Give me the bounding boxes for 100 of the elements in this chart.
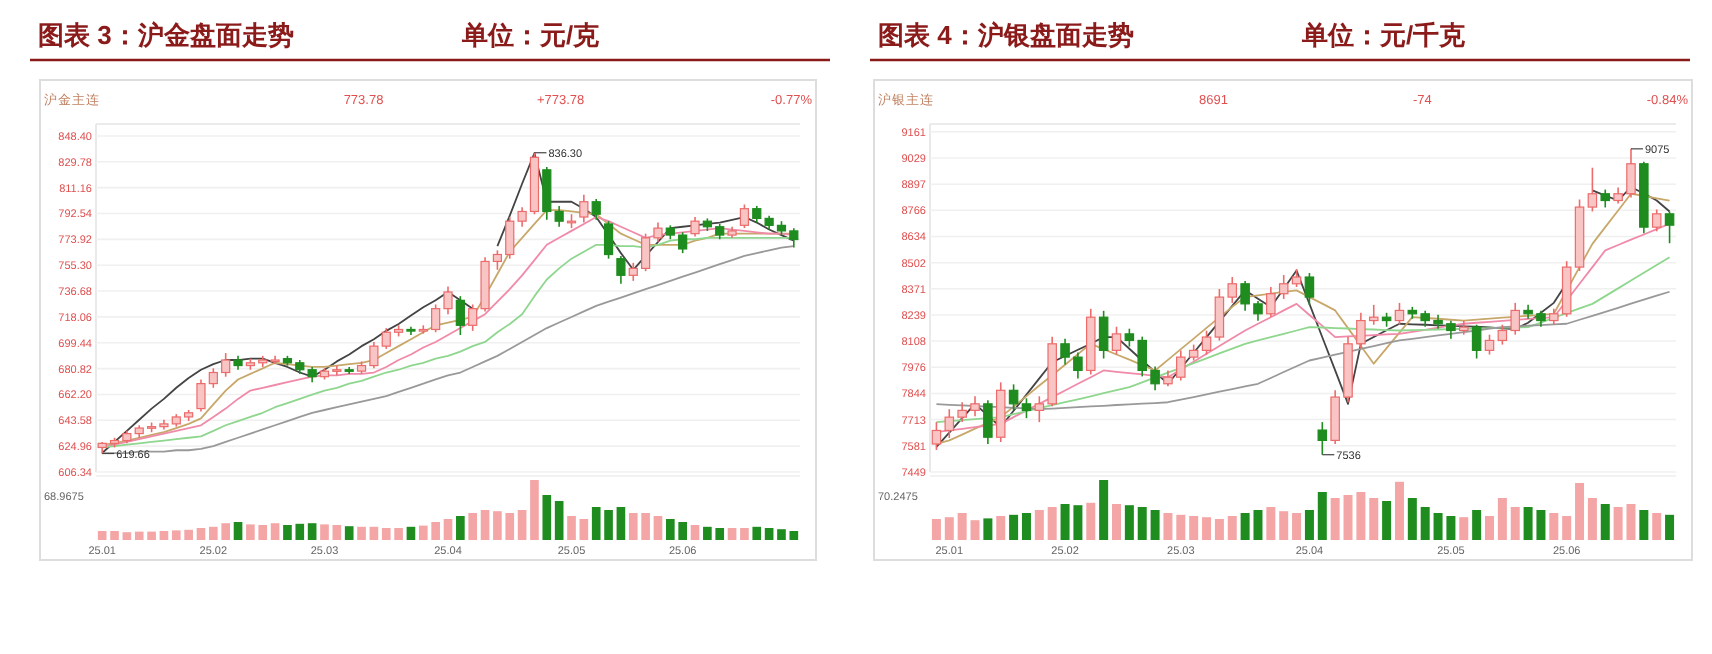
candlestick (1317, 421, 1328, 456)
bar (764, 528, 774, 540)
bar (1124, 505, 1134, 540)
bar (1176, 514, 1186, 540)
chart-title: 图表 3：沪金盘面走势 (38, 20, 294, 50)
bar (970, 520, 980, 540)
candlestick (690, 216, 700, 238)
bar (517, 510, 527, 540)
bar (443, 519, 453, 540)
bar (1189, 516, 1199, 540)
bar (1549, 513, 1559, 540)
bar (1575, 483, 1585, 540)
bar (1485, 516, 1494, 540)
chart-title: 图表 4：沪银盘面走势 (878, 20, 1134, 50)
bar (1150, 510, 1160, 540)
bar (1369, 498, 1379, 540)
bar (1202, 517, 1212, 540)
bar (777, 529, 786, 540)
candlestick (739, 203, 750, 229)
bar (1330, 498, 1340, 540)
bar (740, 528, 749, 540)
candlestick (995, 381, 1006, 443)
chart-subtitle: 单位：元/克 (460, 20, 602, 50)
bar (1652, 513, 1662, 540)
bar (196, 528, 206, 540)
bar (542, 495, 552, 540)
candlestick (1587, 166, 1598, 213)
chart-subtitle: 单位：元/千克 (1300, 20, 1468, 50)
candlestick (1304, 272, 1315, 306)
candlestick (1651, 208, 1662, 233)
bar (1009, 514, 1019, 540)
bar (1086, 502, 1096, 540)
bar (369, 526, 379, 540)
bar (1047, 507, 1057, 540)
bar (233, 522, 243, 540)
candlestick (455, 295, 465, 336)
bar (1021, 513, 1031, 540)
candlestick (616, 255, 626, 285)
bar (332, 525, 342, 540)
candlestick (591, 198, 601, 221)
bar (957, 513, 967, 540)
bar (530, 480, 539, 540)
bar (1639, 510, 1649, 540)
bar (110, 531, 119, 540)
bar (653, 516, 663, 540)
bar (97, 531, 107, 540)
bar (1562, 516, 1572, 540)
bar (1587, 498, 1597, 540)
bar (1227, 516, 1237, 540)
bar (1472, 510, 1482, 540)
bar (554, 501, 564, 540)
bar (1317, 492, 1327, 540)
bar (1034, 510, 1044, 540)
candlestick (603, 220, 614, 260)
candlestick (1021, 397, 1032, 419)
bar (1304, 510, 1314, 540)
bar (1510, 507, 1520, 540)
candlestick (983, 399, 993, 445)
bar (456, 516, 465, 540)
bar (1600, 504, 1610, 540)
bar (690, 525, 700, 540)
bar (1407, 498, 1417, 540)
bar (1137, 507, 1147, 540)
bar (122, 532, 132, 540)
candlestick (1111, 325, 1122, 356)
bar (1266, 507, 1276, 540)
bar (931, 519, 941, 540)
bar (752, 526, 762, 540)
candlestick (1664, 210, 1675, 245)
bar (567, 516, 576, 540)
candlestick (1484, 333, 1495, 356)
bar (1420, 507, 1430, 540)
bar (789, 531, 799, 540)
bar (983, 518, 993, 540)
bar (1214, 519, 1224, 540)
bar (307, 523, 317, 540)
bar (1382, 501, 1392, 540)
bar (159, 531, 169, 540)
bar (480, 510, 490, 540)
bar (579, 519, 589, 540)
bar (270, 523, 280, 540)
bar (1665, 514, 1675, 540)
candlestick (579, 194, 589, 224)
bar (1292, 513, 1302, 540)
bar (1163, 513, 1173, 540)
bar (1459, 517, 1469, 540)
bar (406, 526, 416, 540)
candlestick (1471, 323, 1482, 360)
bar (320, 524, 329, 540)
bar (1279, 511, 1289, 540)
candlestick (1098, 310, 1109, 360)
bar (1394, 481, 1404, 540)
bar (1497, 498, 1507, 540)
bar (357, 526, 366, 540)
bar (996, 516, 1006, 540)
bar (1099, 480, 1109, 540)
candlestick (1394, 302, 1405, 326)
bar (344, 526, 354, 540)
bar (727, 528, 737, 540)
candlestick (1008, 383, 1019, 411)
